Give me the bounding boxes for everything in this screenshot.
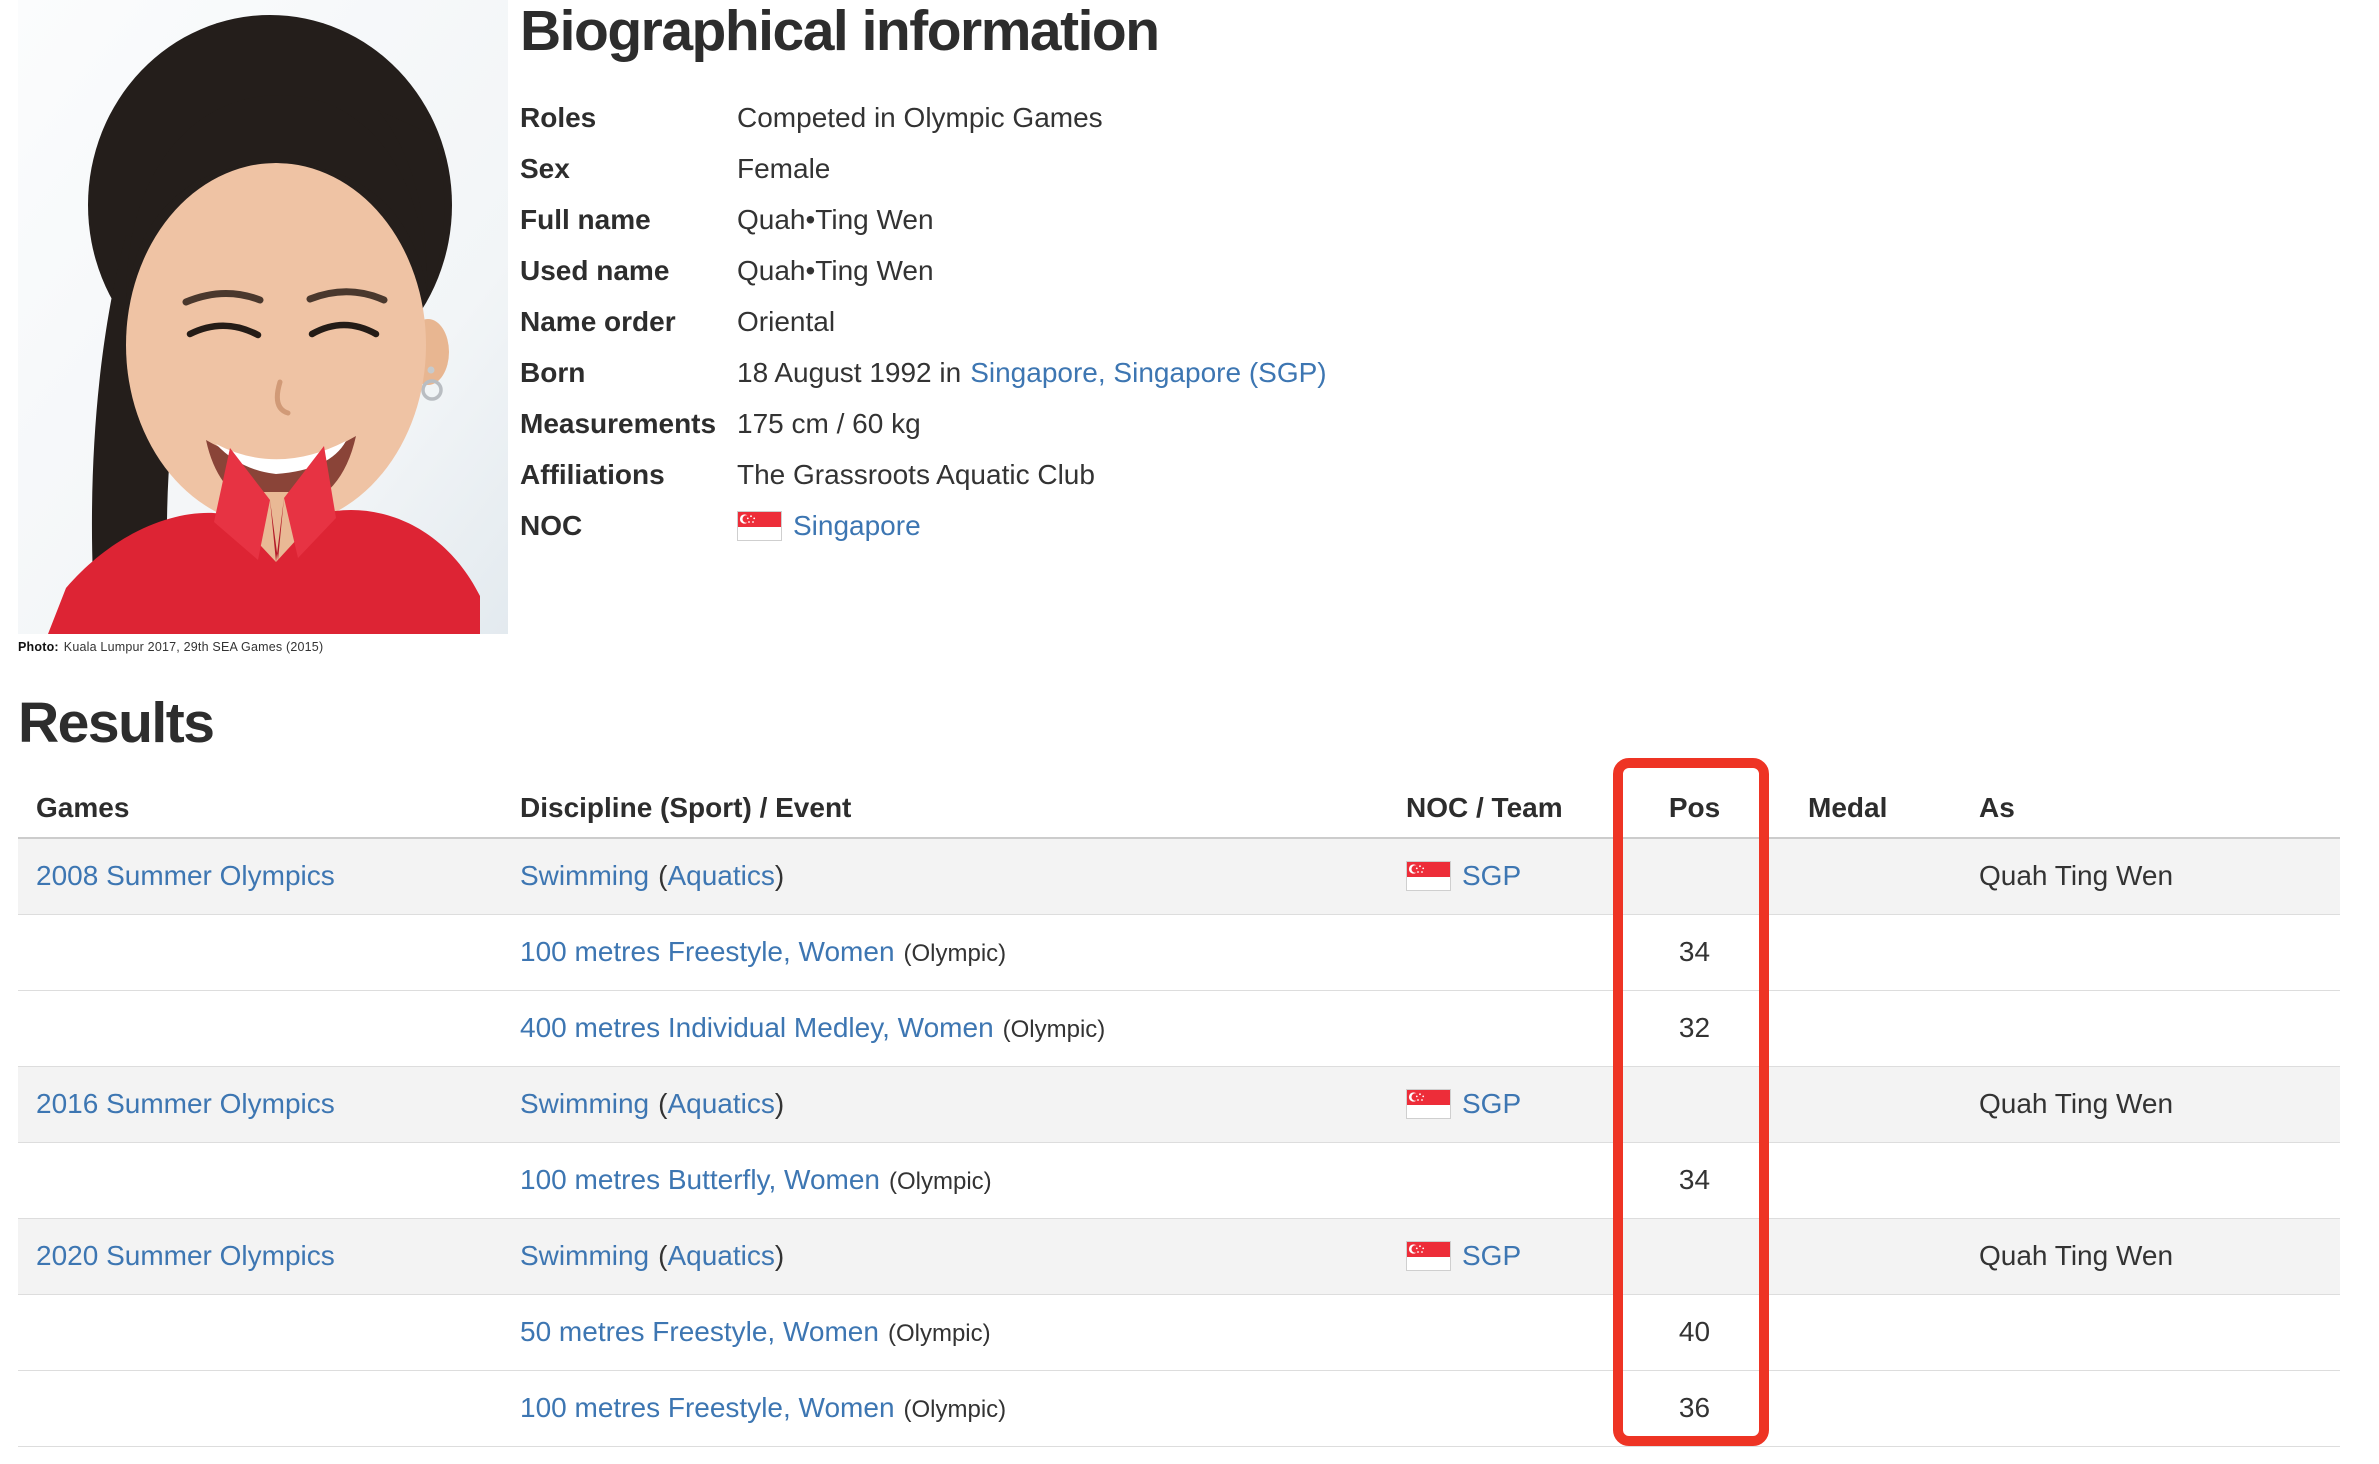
position-value: 32 [1678,1012,1711,1044]
column-header-medal: Medal [1808,791,1888,823]
bio-field-value: 18 August 1992 in Singapore, Singapore (… [737,357,1327,389]
column-header-games: Games [36,791,130,823]
results-table: Games Discipline (Sport) / Event NOC / T… [18,779,2340,1447]
photo-caption-text: Kuala Lumpur 2017, 29th SEA Games (2015) [63,640,324,654]
paren: ( [658,1240,668,1272]
event-tag: (Olympic) [1002,1016,1106,1044]
results-row-event: 100 metres Butterfly, Women (Olympic) 34 [18,1143,2340,1219]
paren: ( [658,860,668,892]
paren: ) [774,860,785,892]
singapore-flag-icon [1406,1241,1451,1272]
athlete-photo [18,0,508,634]
column-header-pos: Pos [1668,791,1721,823]
sport-link[interactable]: Swimming [520,860,650,892]
bio-field-sex: Sex Female [520,144,1327,195]
competed-as-value: Quah Ting Wen [1979,860,2174,892]
event-link[interactable]: 100 metres Freestyle, Women [520,936,895,968]
noc-team-link[interactable]: SGP [1462,1088,1522,1120]
event-link[interactable]: 100 metres Freestyle, Women [520,1392,895,1424]
competed-as-value: Quah Ting Wen [1979,1240,2174,1272]
bio-field-value: Quah•Ting Wen [737,204,934,236]
bio-field-label: Roles [520,102,597,134]
bio-field-label: Full name [520,204,651,236]
bio-field-label: Sex [520,153,570,185]
bio-field-label: NOC [520,510,583,542]
column-header-noc-team: NOC / Team [1406,791,1563,823]
results-section: Results Games Discipline (Sport) / Event… [18,692,2340,1447]
bio-field-value: Quah•Ting Wen [737,255,934,287]
competed-as-value: Quah Ting Wen [1979,1088,2174,1120]
position-value: 34 [1678,1164,1711,1196]
results-row-event: 100 metres Freestyle, Women (Olympic) 36 [18,1371,2340,1447]
results-row-event: 100 metres Freestyle, Women (Olympic) 34 [18,915,2340,991]
event-tag: (Olympic) [903,940,1007,968]
paren: ( [658,1088,668,1120]
sport-group-link[interactable]: Aquatics [667,860,775,892]
games-link[interactable]: 2016 Summer Olympics [36,1088,335,1120]
photo-caption-label: Photo: [18,640,59,654]
noc-team-link[interactable]: SGP [1462,860,1522,892]
bio-field-value: Oriental [737,306,836,338]
games-link[interactable]: 2020 Summer Olympics [36,1240,335,1272]
bio-field-value: Competed in Olympic Games [737,102,1103,134]
bio-field-label: Affiliations [520,459,665,491]
singapore-flag-icon [1406,1089,1451,1120]
bio-field-roles: Roles Competed in Olympic Games [520,93,1327,144]
bio-field-value: The Grassroots Aquatic Club [737,459,1095,491]
born-date-text: 18 August 1992 in [737,357,962,389]
sport-link[interactable]: Swimming [520,1240,650,1272]
bio-field-born: Born 18 August 1992 in Singapore, Singap… [520,348,1327,399]
event-link[interactable]: 100 metres Butterfly, Women [520,1164,880,1196]
bio-field-used-name: Used name Quah•Ting Wen [520,246,1327,297]
singapore-flag-icon [1406,861,1451,892]
sport-group-link[interactable]: Aquatics [667,1088,775,1120]
bio-field-measurements: Measurements 175 cm / 60 kg [520,399,1327,450]
photo-caption: Photo: Kuala Lumpur 2017, 29th SEA Games … [18,640,323,654]
position-value: 34 [1678,936,1711,968]
bio-field-label: Used name [520,255,670,287]
position-value: 36 [1678,1392,1711,1424]
sport-group-link[interactable]: Aquatics [667,1240,775,1272]
bio-field-value: Female [737,153,831,185]
bio-field-value: Singapore [737,510,921,542]
event-tag: (Olympic) [903,1396,1007,1424]
position-value: 40 [1678,1316,1711,1348]
bio-field-noc: NOC Singapore [520,501,1327,552]
bio-field-value: 175 cm / 60 kg [737,408,921,440]
bio-field-label: Measurements [520,408,717,440]
event-link[interactable]: 400 metres Individual Medley, Women [520,1012,994,1044]
results-row-games: 2016 Summer Olympics Swimming (Aquatics)… [18,1066,2340,1143]
noc-team-link[interactable]: SGP [1462,1240,1522,1272]
results-row-event: 50 metres Freestyle, Women (Olympic) 40 [18,1295,2340,1371]
bio-title: Biographical information [520,0,1160,63]
singapore-flag-icon [737,511,782,542]
results-row-games: 2020 Summer Olympics Swimming (Aquatics)… [18,1218,2340,1295]
bio-fields: Roles Competed in Olympic Games Sex Fema… [520,93,1327,552]
results-row-event: 400 metres Individual Medley, Women (Oly… [18,991,2340,1067]
bio-field-name-order: Name order Oriental [520,297,1327,348]
bio-field-label: Born [520,357,586,389]
event-tag: (Olympic) [887,1320,991,1348]
bio-field-full-name: Full name Quah•Ting Wen [520,195,1327,246]
birthplace-link[interactable]: Singapore, Singapore (SGP) [970,357,1327,389]
sport-link[interactable]: Swimming [520,1088,650,1120]
bio-section: Biographical information Roles Competed … [520,0,1327,552]
column-header-as: As [1979,791,2015,823]
noc-link[interactable]: Singapore [793,510,921,542]
results-row-games: 2008 Summer Olympics Swimming (Aquatics)… [18,838,2340,915]
paren: ) [774,1240,785,1272]
games-link[interactable]: 2008 Summer Olympics [36,860,335,892]
event-tag: (Olympic) [889,1168,992,1196]
results-title: Results [18,691,215,755]
bio-field-affiliations: Affiliations The Grassroots Aquatic Club [520,450,1327,501]
results-table-header: Games Discipline (Sport) / Event NOC / T… [18,779,2340,839]
column-header-discipline: Discipline (Sport) / Event [520,791,852,823]
bio-field-label: Name order [520,306,676,338]
event-link[interactable]: 50 metres Freestyle, Women [520,1316,879,1348]
paren: ) [774,1088,785,1120]
